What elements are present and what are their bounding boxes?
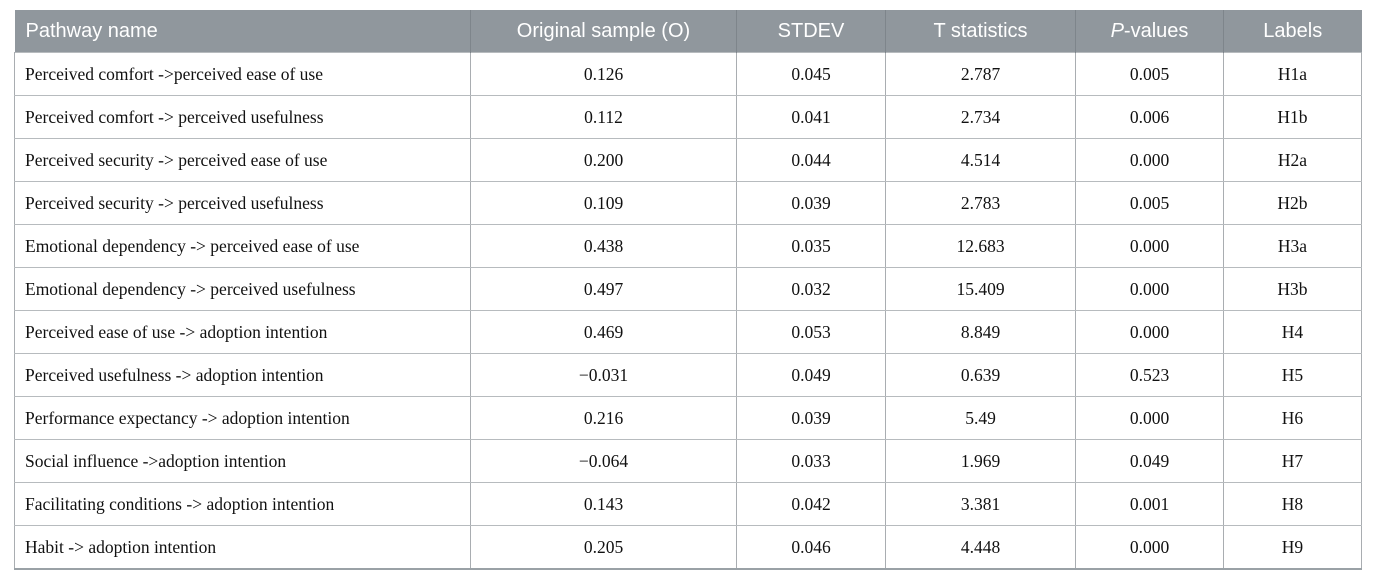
cell-stdev: 0.032: [736, 267, 886, 311]
cell-stdev: 0.039: [736, 396, 886, 440]
cell-stdev: 0.041: [736, 95, 886, 139]
cell-original_sample: 0.143: [470, 482, 737, 526]
cell-stdev: 0.046: [736, 525, 886, 570]
cell-pathway: Emotional dependency -> perceived useful…: [14, 267, 471, 311]
cell-original_sample: 0.497: [470, 267, 737, 311]
cell-p_values: 0.000: [1075, 396, 1224, 440]
cell-pathway: Habit -> adoption intention: [14, 525, 471, 570]
cell-stdev: 0.049: [736, 353, 886, 397]
cell-labels: H2b: [1223, 181, 1362, 225]
cell-original_sample: 0.469: [470, 310, 737, 354]
cell-pathway: Emotional dependency -> perceived ease o…: [14, 224, 471, 268]
table-header: Pathway name Original sample (O) STDEV T st…: [14, 10, 1362, 53]
cell-t_statistics: 2.783: [885, 181, 1076, 225]
cell-p_values: 0.000: [1075, 525, 1224, 570]
table-row: Emotional dependency -> perceived useful…: [14, 267, 1362, 311]
cell-stdev: 0.053: [736, 310, 886, 354]
table-row: Perceived ease of use -> adoption intent…: [14, 310, 1362, 354]
cell-t_statistics: 12.683: [885, 224, 1076, 268]
cell-stdev: 0.035: [736, 224, 886, 268]
table-row: Habit -> adoption intention 0.205 0.046 4.4…: [14, 525, 1362, 570]
cell-t_statistics: 2.787: [885, 52, 1076, 96]
table-row: Facilitating conditions -> adoption inte…: [14, 482, 1362, 526]
statistics-table-container: Pathway name Original sample (O) STDEV T st…: [14, 10, 1362, 570]
cell-labels: H6: [1223, 396, 1362, 440]
cell-labels: H3a: [1223, 224, 1362, 268]
header-cell-original_sample: Original sample (O): [470, 10, 737, 53]
header-cell-pathway: Pathway name: [14, 10, 471, 53]
cell-pathway: Perceived comfort -> perceived usefulnes…: [14, 95, 471, 139]
table-row: Social influence ->adoption intention −0.…: [14, 439, 1362, 483]
cell-original_sample: 0.438: [470, 224, 737, 268]
cell-original_sample: −0.064: [470, 439, 737, 483]
cell-stdev: 0.044: [736, 138, 886, 182]
cell-pathway: Perceived comfort ->perceived ease of us…: [14, 52, 471, 96]
cell-t_statistics: 8.849: [885, 310, 1076, 354]
cell-pathway: Performance expectancy -> adoption inten…: [14, 396, 471, 440]
cell-p_values: 0.000: [1075, 310, 1224, 354]
cell-stdev: 0.033: [736, 439, 886, 483]
table-row: Perceived comfort ->perceived ease of us…: [14, 52, 1362, 96]
cell-original_sample: 0.200: [470, 138, 737, 182]
cell-pathway: Perceived security -> perceived usefulne…: [14, 181, 471, 225]
cell-pathway: Perceived usefulness -> adoption intenti…: [14, 353, 471, 397]
cell-t_statistics: 4.448: [885, 525, 1076, 570]
cell-labels: H7: [1223, 439, 1362, 483]
table-row: Performance expectancy -> adoption inten…: [14, 396, 1362, 440]
cell-original_sample: 0.126: [470, 52, 737, 96]
cell-pathway: Perceived security -> perceived ease of …: [14, 138, 471, 182]
cell-labels: H1a: [1223, 52, 1362, 96]
cell-stdev: 0.039: [736, 181, 886, 225]
table-row: Perceived security -> perceived usefulne…: [14, 181, 1362, 225]
cell-labels: H5: [1223, 353, 1362, 397]
cell-labels: H9: [1223, 525, 1362, 570]
cell-labels: H2a: [1223, 138, 1362, 182]
header-row: Pathway name Original sample (O) STDEV T st…: [14, 10, 1362, 53]
cell-original_sample: 0.216: [470, 396, 737, 440]
cell-pathway: Social influence ->adoption intention: [14, 439, 471, 483]
cell-t_statistics: 4.514: [885, 138, 1076, 182]
cell-original_sample: 0.112: [470, 95, 737, 139]
header-cell-stdev: STDEV: [736, 10, 886, 53]
table-row: Perceived usefulness -> adoption intenti…: [14, 353, 1362, 397]
cell-p_values: 0.000: [1075, 224, 1224, 268]
cell-pathway: Facilitating conditions -> adoption inte…: [14, 482, 471, 526]
header-cell-p_values: P-values: [1075, 10, 1224, 53]
cell-p_values: 0.000: [1075, 138, 1224, 182]
table-row: Perceived security -> perceived ease of …: [14, 138, 1362, 182]
cell-p_values: 0.006: [1075, 95, 1224, 139]
cell-t_statistics: 15.409: [885, 267, 1076, 311]
cell-t_statistics: 0.639: [885, 353, 1076, 397]
cell-p_values: 0.049: [1075, 439, 1224, 483]
cell-labels: H4: [1223, 310, 1362, 354]
cell-t_statistics: 1.969: [885, 439, 1076, 483]
cell-p_values: 0.523: [1075, 353, 1224, 397]
header-cell-labels: Labels: [1223, 10, 1362, 53]
cell-original_sample: 0.109: [470, 181, 737, 225]
cell-labels: H1b: [1223, 95, 1362, 139]
table-row: Perceived comfort -> perceived usefulnes…: [14, 95, 1362, 139]
cell-stdev: 0.042: [736, 482, 886, 526]
table-row: Emotional dependency -> perceived ease o…: [14, 224, 1362, 268]
cell-pathway: Perceived ease of use -> adoption intent…: [14, 310, 471, 354]
cell-p_values: 0.005: [1075, 181, 1224, 225]
cell-t_statistics: 5.49: [885, 396, 1076, 440]
cell-t_statistics: 3.381: [885, 482, 1076, 526]
cell-original_sample: 0.205: [470, 525, 737, 570]
path-analysis-results-table: Pathway name Original sample (O) STDEV T st…: [14, 10, 1362, 570]
cell-stdev: 0.045: [736, 52, 886, 96]
cell-p_values: 0.001: [1075, 482, 1224, 526]
header-cell-t_statistics: T statistics: [885, 10, 1076, 53]
cell-labels: H8: [1223, 482, 1362, 526]
cell-labels: H3b: [1223, 267, 1362, 311]
table-body: Perceived comfort ->perceived ease of us…: [14, 52, 1362, 570]
cell-t_statistics: 2.734: [885, 95, 1076, 139]
cell-original_sample: −0.031: [470, 353, 737, 397]
cell-p_values: 0.000: [1075, 267, 1224, 311]
cell-p_values: 0.005: [1075, 52, 1224, 96]
